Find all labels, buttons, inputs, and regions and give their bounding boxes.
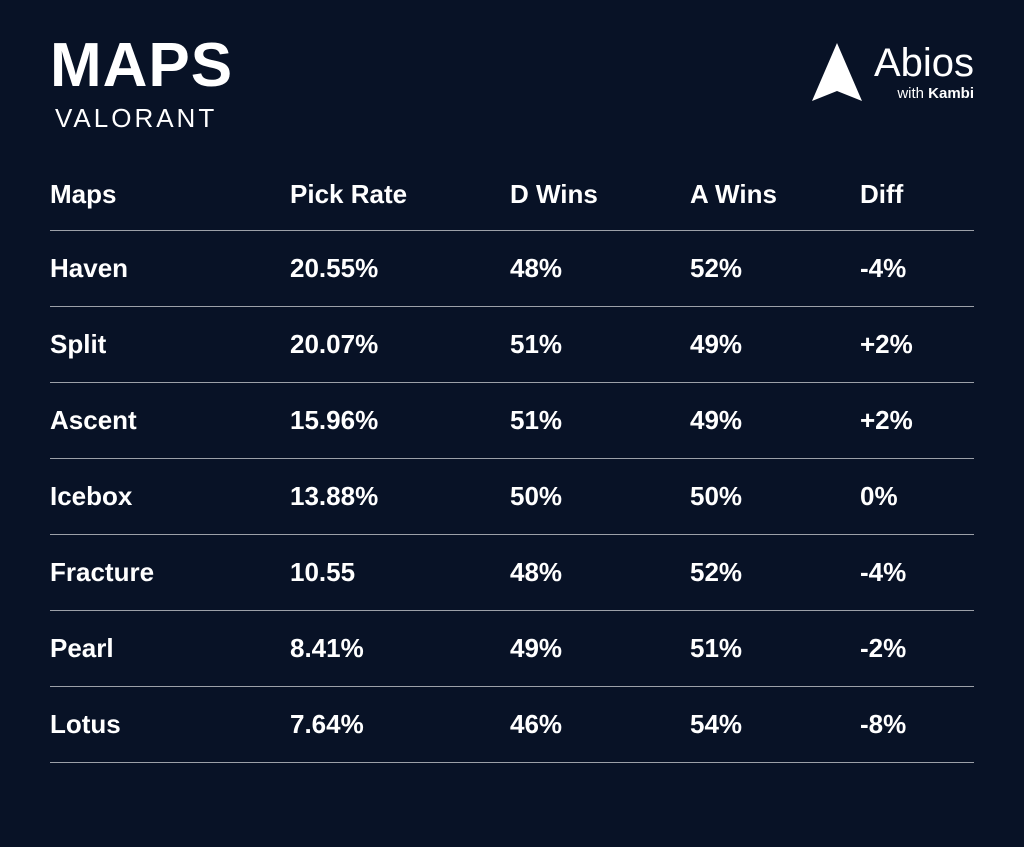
table-row: Pearl8.41%49%51%-2% <box>50 611 974 687</box>
logo-sub-text: with Kambi <box>897 85 974 102</box>
cell-map-name: Fracture <box>50 557 290 588</box>
col-header-pickrate: Pick Rate <box>290 179 510 210</box>
col-header-maps: Maps <box>50 179 290 210</box>
cell-diff: 0% <box>860 481 970 512</box>
cell-a-wins: 52% <box>690 557 860 588</box>
cell-pick-rate: 8.41% <box>290 633 510 664</box>
cell-pick-rate: 15.96% <box>290 405 510 436</box>
cell-map-name: Ascent <box>50 405 290 436</box>
table-row: Split20.07%51%49%+2% <box>50 307 974 383</box>
maps-table: Maps Pick Rate D Wins A Wins Diff Haven2… <box>50 179 974 763</box>
cell-pick-rate: 20.55% <box>290 253 510 284</box>
title-block: MAPS VALORANT <box>50 35 233 134</box>
logo-text: Abios with Kambi <box>874 43 974 102</box>
cell-d-wins: 51% <box>510 329 690 360</box>
cell-d-wins: 46% <box>510 709 690 740</box>
cell-pick-rate: 20.07% <box>290 329 510 360</box>
cell-d-wins: 48% <box>510 253 690 284</box>
cell-map-name: Icebox <box>50 481 290 512</box>
cell-d-wins: 48% <box>510 557 690 588</box>
logo-sub-prefix: with <box>897 85 928 102</box>
cell-pick-rate: 10.55 <box>290 557 510 588</box>
table-row: Fracture10.5548%52%-4% <box>50 535 974 611</box>
cell-diff: -4% <box>860 253 970 284</box>
table-header-row: Maps Pick Rate D Wins A Wins Diff <box>50 179 974 231</box>
cell-a-wins: 50% <box>690 481 860 512</box>
abios-triangle-icon <box>812 43 862 101</box>
cell-diff: +2% <box>860 329 970 360</box>
cell-diff: -4% <box>860 557 970 588</box>
col-header-diff: Diff <box>860 179 970 210</box>
cell-diff: -8% <box>860 709 970 740</box>
table-row: Haven20.55%48%52%-4% <box>50 231 974 307</box>
table-row: Ascent15.96%51%49%+2% <box>50 383 974 459</box>
cell-pick-rate: 7.64% <box>290 709 510 740</box>
table-row: Icebox13.88%50%50%0% <box>50 459 974 535</box>
cell-d-wins: 50% <box>510 481 690 512</box>
cell-a-wins: 54% <box>690 709 860 740</box>
cell-diff: -2% <box>860 633 970 664</box>
cell-a-wins: 49% <box>690 405 860 436</box>
cell-diff: +2% <box>860 405 970 436</box>
logo-sub-bold: Kambi <box>928 85 974 102</box>
cell-map-name: Haven <box>50 253 290 284</box>
cell-a-wins: 49% <box>690 329 860 360</box>
col-header-dwins: D Wins <box>510 179 690 210</box>
cell-map-name: Split <box>50 329 290 360</box>
page-subtitle: VALORANT <box>55 103 233 134</box>
header: MAPS VALORANT Abios with Kambi <box>50 35 974 134</box>
cell-map-name: Pearl <box>50 633 290 664</box>
table-body: Haven20.55%48%52%-4%Split20.07%51%49%+2%… <box>50 231 974 763</box>
table-row: Lotus7.64%46%54%-8% <box>50 687 974 763</box>
page-title: MAPS <box>50 35 233 97</box>
cell-d-wins: 49% <box>510 633 690 664</box>
col-header-awins: A Wins <box>690 179 860 210</box>
abios-logo: Abios with Kambi <box>812 35 974 102</box>
cell-map-name: Lotus <box>50 709 290 740</box>
cell-a-wins: 52% <box>690 253 860 284</box>
cell-pick-rate: 13.88% <box>290 481 510 512</box>
cell-d-wins: 51% <box>510 405 690 436</box>
logo-main-text: Abios <box>874 43 974 83</box>
cell-a-wins: 51% <box>690 633 860 664</box>
